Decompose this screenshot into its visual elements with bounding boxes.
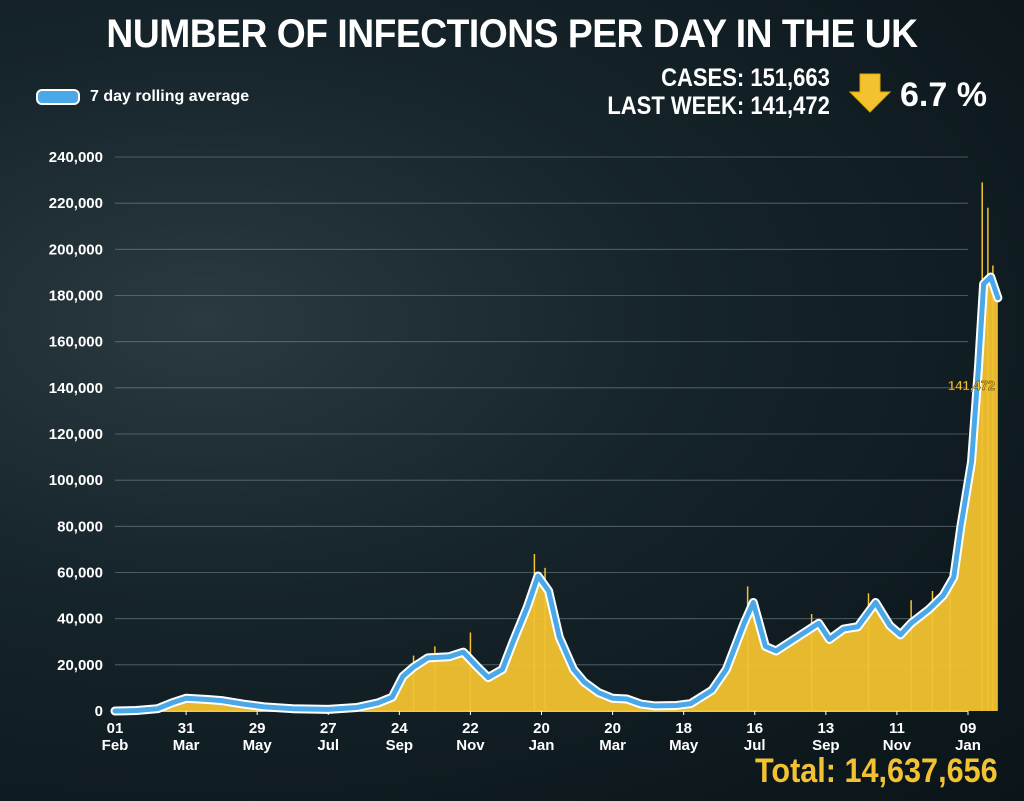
x-tick-day: 24	[391, 720, 408, 737]
x-tick-month: Mar	[173, 737, 200, 754]
x-tick-day: 13	[817, 720, 834, 737]
y-tick-label: 220,000	[49, 195, 103, 212]
y-tick-label: 180,000	[49, 288, 103, 305]
rolling-average-line	[112, 274, 1001, 714]
x-tick-day: 20	[533, 720, 550, 737]
stats-block: CASES: 151,663 LAST WEEK: 141,472	[607, 64, 830, 120]
x-tick-day: 31	[178, 720, 195, 737]
x-tick-month: Nov	[456, 737, 485, 754]
y-tick-label: 240,000	[49, 149, 103, 166]
y-tick-label: 60,000	[57, 565, 103, 582]
y-tick-label: 160,000	[49, 334, 103, 351]
x-tick-month: Jan	[955, 737, 981, 754]
x-tick-day: 18	[675, 720, 692, 737]
y-tick-label: 40,000	[57, 611, 103, 628]
y-tick-label: 120,000	[49, 426, 103, 443]
x-tick-month: May	[243, 737, 273, 754]
x-tick-day: 22	[462, 720, 479, 737]
cases-stat: CASES: 151,663	[661, 64, 830, 92]
legend: 7 day rolling average	[36, 88, 249, 106]
x-tick-month: Sep	[386, 737, 414, 754]
y-tick-label: 20,000	[57, 657, 103, 674]
x-tick-month: Sep	[812, 737, 840, 754]
last-week-stat: LAST WEEK: 141,472	[607, 92, 830, 120]
down-arrow-icon	[848, 73, 892, 113]
x-tick-day: 01	[107, 720, 124, 737]
y-tick-label: 100,000	[49, 472, 103, 489]
x-tick-month: Jul	[744, 737, 766, 754]
legend-swatch	[36, 89, 80, 105]
legend-label: 7 day rolling average	[90, 88, 250, 105]
x-tick-month: Jul	[317, 737, 339, 754]
x-tick-day: 09	[960, 720, 977, 737]
x-tick-month: Feb	[102, 737, 129, 754]
change-percent: 6.7 %	[900, 76, 987, 114]
x-tick-day: 20	[604, 720, 621, 737]
x-tick-day: 11	[889, 720, 905, 737]
x-tick-month: Nov	[883, 737, 912, 754]
x-tick-month: Jan	[529, 737, 555, 754]
y-tick-label: 80,000	[57, 518, 103, 535]
value-annotation: 141,472	[948, 378, 995, 393]
x-tick-day: 27	[320, 720, 337, 737]
daily-cases-area	[115, 277, 998, 711]
chart-title: NUMBER OF INFECTIONS PER DAY IN THE UK	[106, 12, 918, 56]
y-tick-label: 200,000	[49, 241, 103, 258]
x-tick-day: 16	[746, 720, 763, 737]
y-tick-label: 0	[95, 703, 103, 720]
x-tick-month: May	[669, 737, 699, 754]
y-tick-label: 140,000	[49, 380, 103, 397]
x-tick-month: Mar	[599, 737, 626, 754]
total-label: Total: 14,637,656	[755, 752, 998, 790]
x-tick-day: 29	[249, 720, 266, 737]
